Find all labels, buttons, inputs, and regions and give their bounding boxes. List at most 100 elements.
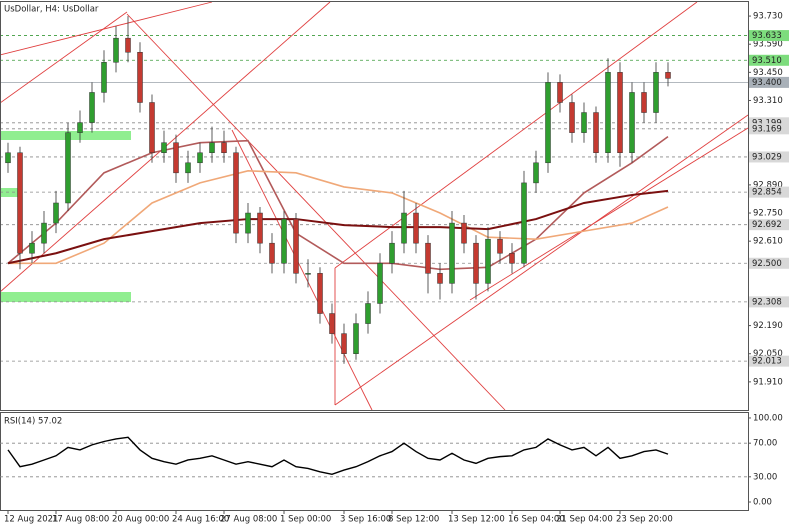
candle-body <box>281 218 287 264</box>
candle-body <box>593 112 599 153</box>
x-tick-label: 3 Sep 16:00 <box>340 515 391 525</box>
zone <box>0 292 131 302</box>
candle-body <box>413 212 419 244</box>
candle-body <box>209 142 215 153</box>
candle-body <box>581 112 587 133</box>
price-badge-label: 92.692 <box>752 220 782 230</box>
y-tick-label: 92.610 <box>753 237 783 247</box>
candle-body <box>473 242 479 284</box>
candle-body <box>509 252 515 264</box>
rsi-tick-label: 70.00 <box>753 439 777 449</box>
candle-body <box>65 132 71 204</box>
y-tick-label: 92.750 <box>753 209 783 219</box>
rsi-label: RSI(14) 57.02 <box>4 417 62 427</box>
candle-body <box>269 242 275 264</box>
price-badge-label: 93.510 <box>752 56 782 66</box>
candle-body <box>653 72 659 113</box>
y-tick-label: 93.450 <box>753 68 783 78</box>
x-tick-label: 8 Sep 12:00 <box>388 515 439 525</box>
trend-line <box>334 114 749 406</box>
candle-body <box>41 222 47 244</box>
y-tick-label: 92.190 <box>753 321 783 331</box>
candle-body <box>533 162 539 184</box>
candle-body <box>629 92 635 153</box>
x-tick-label: 21 Sep 04:00 <box>556 515 613 525</box>
price-badge <box>749 355 789 367</box>
moving-average <box>7 189 669 265</box>
x-tick-label: 20 Aug 00:00 <box>112 515 169 525</box>
price-badge <box>749 151 789 163</box>
y-tick-label: 93.730 <box>753 12 783 22</box>
candle-body <box>185 162 191 174</box>
x-tick-label: 16 Sep 04:00 <box>508 515 565 525</box>
price-badge-label: 92.854 <box>752 188 782 198</box>
candle-body <box>221 142 227 153</box>
candle-body <box>101 62 107 93</box>
price-badge <box>749 296 789 308</box>
price-badge <box>749 257 789 269</box>
candle-body <box>389 242 395 264</box>
candle-body <box>197 152 203 164</box>
rsi-tick-label: 30.00 <box>753 472 777 482</box>
x-tick-label: 23 Sep 20:00 <box>616 515 673 525</box>
price-badge-label: 92.013 <box>752 357 782 367</box>
y-tick-label: 92.050 <box>753 349 783 359</box>
rsi-line <box>7 436 669 476</box>
x-tick-label: 12 Aug 2021 <box>4 515 58 525</box>
candle-body <box>365 303 371 324</box>
x-tick-label: 27 Aug 08:00 <box>220 515 277 525</box>
price-badge <box>749 123 789 135</box>
price-badge-label: 93.400 <box>752 78 782 88</box>
moving-average <box>8 170 669 265</box>
candle-body <box>329 313 335 334</box>
candle-body <box>557 82 563 103</box>
candle-body <box>569 102 575 133</box>
candle-body <box>257 212 263 244</box>
candle-body <box>53 202 59 224</box>
price-frame <box>0 1 749 411</box>
trend-line <box>469 127 749 301</box>
candle-body <box>233 152 239 234</box>
y-tick-label: 92.890 <box>753 180 783 190</box>
candle-body <box>305 273 311 275</box>
candle-body <box>293 218 299 274</box>
candle-body <box>353 323 359 354</box>
candle-body <box>437 273 443 284</box>
candle-body <box>641 92 647 113</box>
price-badge <box>749 219 789 231</box>
trend-line <box>0 11 128 104</box>
candle-body <box>377 263 383 304</box>
candle-body <box>401 212 407 244</box>
x-tick-label: 13 Sep 12:00 <box>448 515 505 525</box>
candle-body <box>149 102 155 153</box>
candle-body <box>617 72 623 153</box>
candle-body <box>425 242 431 274</box>
price-badge-label: 93.633 <box>752 31 782 41</box>
candle-body <box>521 182 527 264</box>
candle-body <box>77 122 83 133</box>
candle-body <box>665 72 671 79</box>
candle-body <box>113 37 119 63</box>
price-badge <box>749 54 789 66</box>
price-badge <box>749 30 789 42</box>
candle-body <box>461 222 467 244</box>
price-badge <box>749 117 789 129</box>
candle-body <box>5 152 11 164</box>
rsi-tick-label: 100.00 <box>753 413 783 423</box>
candle-body <box>137 51 143 103</box>
price-plot <box>5 16 671 364</box>
trend-line <box>0 1 213 56</box>
rsi-frame <box>0 412 749 511</box>
trend-line <box>334 1 698 269</box>
trend-lines <box>0 1 749 411</box>
price-badge-label: 93.199 <box>752 118 782 128</box>
candle-body <box>17 152 23 254</box>
rsi-tick-label: 0.00 <box>753 498 772 508</box>
candle-body <box>161 142 167 153</box>
candle-body <box>605 72 611 153</box>
candle-body <box>341 333 347 354</box>
candle-body <box>485 238 491 284</box>
candle-body <box>173 142 179 174</box>
levels <box>0 35 748 362</box>
